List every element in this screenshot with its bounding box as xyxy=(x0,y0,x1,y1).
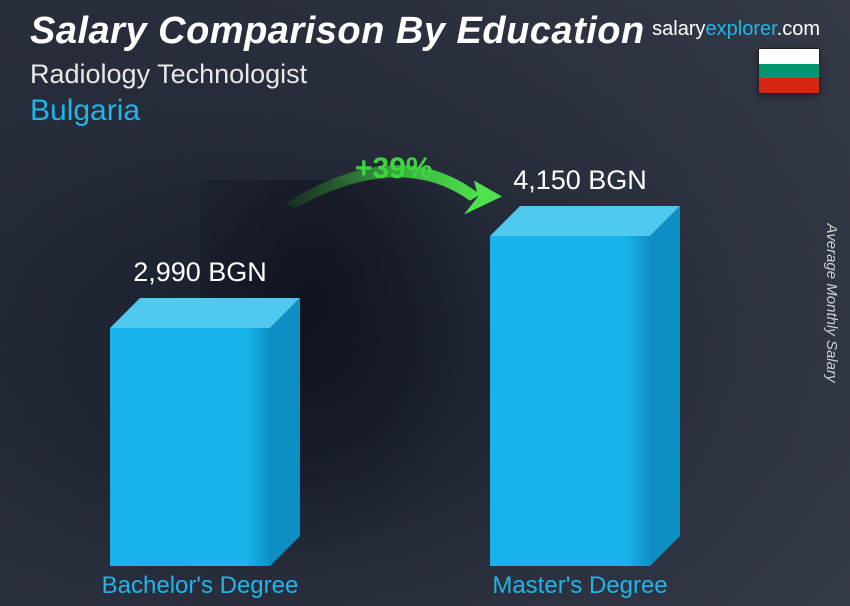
brand-part2: explorer xyxy=(706,18,777,40)
brand-part1: salary xyxy=(652,18,705,40)
country-name: Bulgaria xyxy=(30,94,820,128)
flag-stripe-2 xyxy=(759,78,819,93)
country-flag xyxy=(758,48,820,94)
bar-top xyxy=(110,298,300,328)
bar-0: 2,990 BGNBachelor's Degree xyxy=(110,298,300,566)
y-axis-label: Average Monthly Salary xyxy=(823,224,840,383)
brand-logo: salaryexplorer.com xyxy=(652,18,820,41)
bar-value-label: 2,990 BGN xyxy=(100,257,300,288)
flag-stripe-1 xyxy=(759,64,819,79)
flag-stripe-0 xyxy=(759,49,819,64)
brand-part3: .com xyxy=(777,18,820,40)
bar-side xyxy=(270,298,300,566)
bar-front xyxy=(490,236,650,566)
increase-badge: +39% xyxy=(355,152,433,186)
job-title: Radiology Technologist xyxy=(30,59,820,90)
bar-front xyxy=(110,328,270,566)
bar-1: 4,150 BGNMaster's Degree xyxy=(490,206,680,566)
bar-category-label: Master's Degree xyxy=(450,572,710,600)
bar-side xyxy=(650,206,680,566)
bar-category-label: Bachelor's Degree xyxy=(70,572,330,600)
